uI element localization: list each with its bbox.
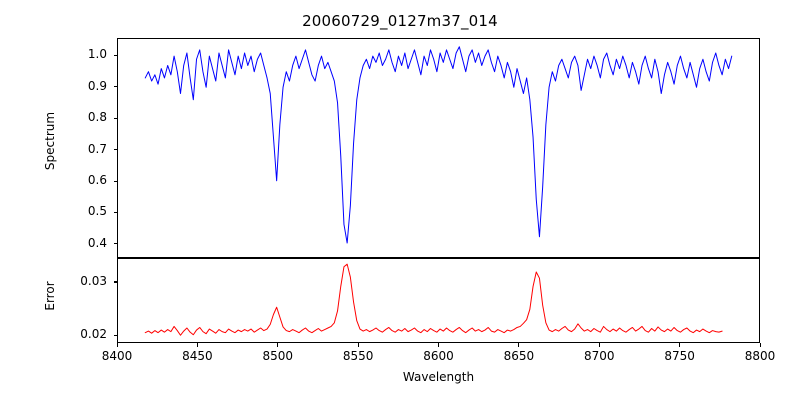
x-tick-mark [277, 343, 279, 347]
y-tick-label-error: 0.02 [80, 327, 107, 342]
page-title: 20060729_0127m37_014 [302, 12, 498, 30]
x-tick-label: 8600 [423, 349, 454, 363]
x-tick-label: 8750 [664, 349, 695, 363]
x-tick-label: 8700 [583, 349, 615, 363]
y-tick-mark-spectrum [113, 243, 117, 245]
x-tick-mark [196, 343, 198, 347]
error-line-chart [118, 259, 759, 342]
y-tick-label-spectrum: 0.8 [87, 110, 107, 125]
y-axis-label-spectrum: Spectrum [43, 111, 57, 171]
y-tick-mark-spectrum [113, 54, 117, 56]
y-tick-label-spectrum: 0.7 [87, 141, 107, 156]
spectrum-line-chart [118, 39, 759, 257]
x-tick-mark [357, 343, 359, 347]
y-tick-label-spectrum: 0.6 [87, 173, 107, 187]
y-tick-label-spectrum: 0.4 [87, 235, 107, 250]
x-tick-mark [679, 343, 681, 347]
y-tick-label-error: 0.03 [80, 273, 107, 288]
x-tick-mark [438, 343, 440, 347]
y-tick-mark-spectrum [113, 149, 117, 151]
x-tick-label: 8800 [744, 349, 776, 363]
y-tick-mark-spectrum [113, 117, 117, 119]
y-tick-mark-error [113, 334, 117, 336]
x-tick-label: 8500 [262, 349, 294, 363]
y-tick-mark-spectrum [113, 86, 117, 88]
y-axis-label-error: Error [43, 281, 57, 311]
spectrum-plot-area [117, 38, 760, 258]
y-tick-mark-error [113, 281, 117, 283]
x-tick-label: 8400 [101, 349, 133, 363]
y-tick-mark-spectrum [113, 180, 117, 182]
x-axis-label: Wavelength [402, 370, 475, 384]
y-tick-mark-spectrum [113, 211, 117, 214]
x-tick-mark [759, 343, 761, 347]
x-tick-label: 8650 [503, 349, 535, 363]
y-tick-label-spectrum: 0.9 [87, 78, 107, 93]
y-tick-label-spectrum: 0.5 [87, 204, 107, 219]
x-tick-mark [116, 343, 118, 347]
error-panel-trace [145, 264, 722, 335]
x-tick-mark [518, 343, 520, 347]
error-plot-area [117, 258, 760, 343]
x-tick-label: 8450 [182, 349, 213, 363]
y-tick-label-spectrum: 1.0 [87, 47, 107, 62]
x-tick-mark [598, 343, 600, 347]
x-tick-label: 8550 [342, 349, 374, 363]
spectrum-panel-trace [145, 47, 732, 243]
